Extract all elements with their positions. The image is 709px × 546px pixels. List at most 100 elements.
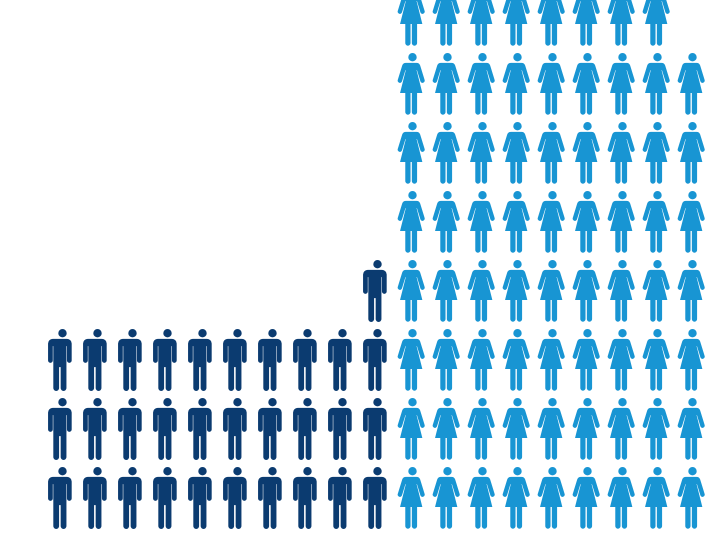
- female-person-icon: [395, 260, 430, 323]
- female-person-icon: [430, 260, 465, 323]
- female-person-icon: [535, 0, 570, 47]
- male-person-icon: [220, 398, 255, 461]
- female-person-icon: [395, 467, 430, 530]
- female-person-icon: [640, 329, 675, 392]
- male-person-icon: [115, 467, 150, 530]
- male-person-icon: [185, 467, 220, 530]
- male-person-icon: [290, 467, 325, 530]
- female-person-icon: [465, 53, 500, 116]
- female-person-icon: [675, 53, 709, 116]
- female-person-icon: [570, 53, 605, 116]
- female-person-icon: [465, 191, 500, 254]
- female-person-icon: [535, 191, 570, 254]
- male-person-icon: [220, 467, 255, 530]
- male-person-icon: [255, 398, 290, 461]
- male-person-icon: [290, 398, 325, 461]
- female-person-icon: [640, 0, 675, 47]
- female-person-icon: [640, 191, 675, 254]
- male-person-icon: [290, 329, 325, 392]
- male-person-icon: [150, 467, 185, 530]
- female-person-icon: [535, 467, 570, 530]
- female-person-icon: [640, 53, 675, 116]
- female-person-icon: [465, 0, 500, 47]
- female-person-icon: [395, 53, 430, 116]
- female-person-icon: [675, 191, 709, 254]
- female-person-icon: [500, 467, 535, 530]
- female-person-icon: [430, 53, 465, 116]
- female-person-icon: [430, 467, 465, 530]
- female-person-icon: [570, 191, 605, 254]
- female-person-icon: [675, 329, 709, 392]
- female-person-icon: [535, 329, 570, 392]
- female-person-icon: [395, 122, 430, 185]
- female-person-icon: [465, 467, 500, 530]
- male-person-icon: [150, 398, 185, 461]
- female-person-icon: [640, 467, 675, 530]
- female-person-icon: [535, 398, 570, 461]
- male-person-icon: [115, 329, 150, 392]
- female-person-icon: [535, 53, 570, 116]
- female-person-icon: [500, 398, 535, 461]
- female-person-icon: [570, 329, 605, 392]
- female-person-icon: [465, 260, 500, 323]
- male-person-icon: [45, 467, 80, 530]
- male-person-icon: [360, 398, 395, 461]
- male-person-icon: [80, 398, 115, 461]
- female-person-icon: [395, 329, 430, 392]
- male-person-icon: [150, 329, 185, 392]
- female-person-icon: [640, 260, 675, 323]
- female-person-icon: [430, 122, 465, 185]
- female-person-icon: [570, 122, 605, 185]
- male-person-icon: [325, 398, 360, 461]
- male-person-icon: [325, 329, 360, 392]
- female-person-icon: [605, 191, 640, 254]
- female-person-icon: [605, 467, 640, 530]
- female-person-icon: [605, 398, 640, 461]
- male-person-icon: [80, 467, 115, 530]
- female-person-icon: [465, 122, 500, 185]
- female-person-icon: [570, 398, 605, 461]
- female-person-icon: [570, 0, 605, 47]
- female-person-icon: [430, 329, 465, 392]
- pictograph-stage: [0, 0, 709, 546]
- female-person-icon: [465, 398, 500, 461]
- male-person-icon: [360, 329, 395, 392]
- female-person-icon: [535, 122, 570, 185]
- female-person-icon: [430, 398, 465, 461]
- male-person-icon: [325, 467, 360, 530]
- female-person-icon: [605, 329, 640, 392]
- female-person-icon: [395, 191, 430, 254]
- female-person-icon: [535, 260, 570, 323]
- female-person-icon: [430, 0, 465, 47]
- male-person-icon: [255, 329, 290, 392]
- female-person-icon: [640, 398, 675, 461]
- female-person-icon: [640, 122, 675, 185]
- male-person-icon: [220, 329, 255, 392]
- female-person-icon: [500, 260, 535, 323]
- male-person-icon: [185, 398, 220, 461]
- female-person-icon: [570, 467, 605, 530]
- female-person-icon: [395, 0, 430, 47]
- female-person-icon: [675, 122, 709, 185]
- female-person-icon: [500, 329, 535, 392]
- female-person-icon: [675, 467, 709, 530]
- female-person-icon: [675, 398, 709, 461]
- male-person-icon: [360, 467, 395, 530]
- female-person-icon: [500, 0, 535, 47]
- female-person-icon: [500, 122, 535, 185]
- male-person-icon: [45, 398, 80, 461]
- female-person-icon: [570, 260, 605, 323]
- male-person-icon: [80, 329, 115, 392]
- female-person-icon: [465, 329, 500, 392]
- female-person-icon: [605, 53, 640, 116]
- male-person-icon: [360, 260, 395, 323]
- female-person-icon: [395, 398, 430, 461]
- male-person-icon: [115, 398, 150, 461]
- female-person-icon: [605, 0, 640, 47]
- female-person-icon: [430, 191, 465, 254]
- male-person-icon: [45, 329, 80, 392]
- female-person-icon: [605, 122, 640, 185]
- female-person-icon: [500, 191, 535, 254]
- female-person-icon: [500, 53, 535, 116]
- female-person-icon: [675, 260, 709, 323]
